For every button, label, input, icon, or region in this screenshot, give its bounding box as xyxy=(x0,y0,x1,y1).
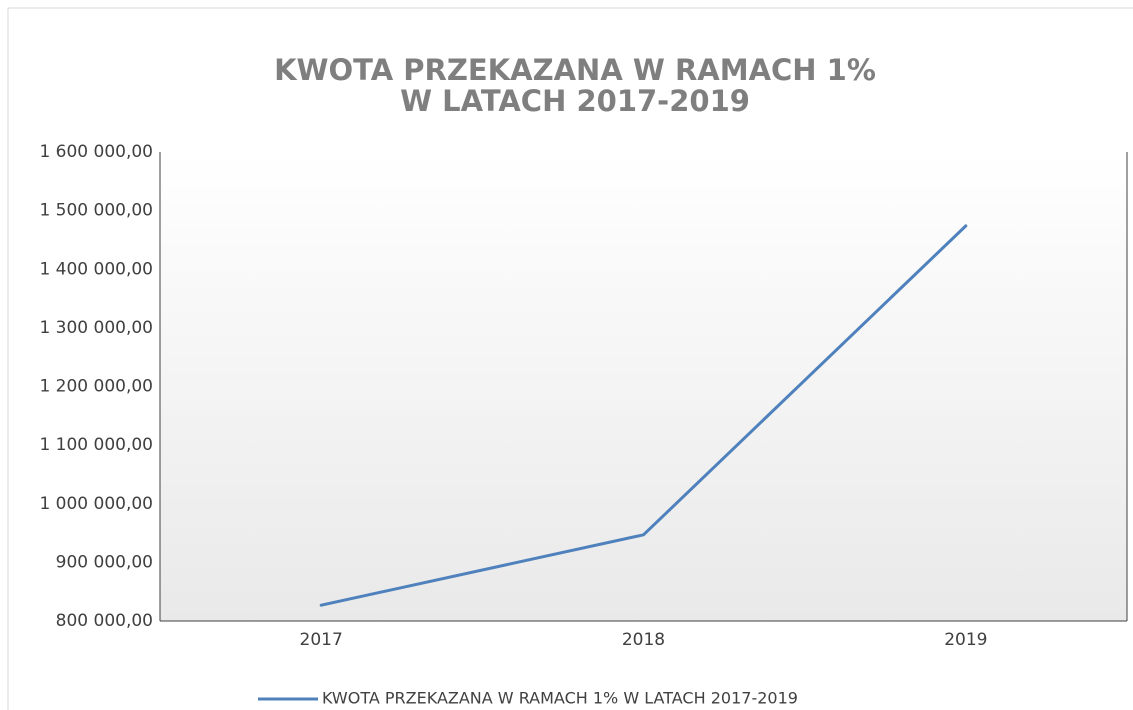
y-tick-label: 1 300 000,00 xyxy=(39,318,153,338)
y-tick-label: 1 200 000,00 xyxy=(39,377,153,397)
plot-area xyxy=(160,152,1127,621)
x-tick-label: 2019 xyxy=(944,630,987,650)
chart-title: KWOTA PRZEKAZANA W RAMACH 1% xyxy=(274,53,876,87)
y-tick-label: 1 600 000,00 xyxy=(39,142,153,162)
x-tick-label: 2018 xyxy=(622,630,665,650)
y-tick-label: 1 000 000,00 xyxy=(39,494,153,514)
y-tick-label: 1 400 000,00 xyxy=(39,259,153,279)
chart-title: W LATACH 2017-2019 xyxy=(400,84,750,118)
y-tick-label: 900 000,00 xyxy=(56,552,153,572)
y-tick-label: 1 100 000,00 xyxy=(39,435,153,455)
y-tick-label: 800 000,00 xyxy=(56,611,153,631)
x-tick-label: 2017 xyxy=(300,630,343,650)
data-line xyxy=(319,224,968,607)
legend-label: KWOTA PRZEKAZANA W RAMACH 1% W LATACH 20… xyxy=(322,689,798,708)
y-tick-label: 1 500 000,00 xyxy=(39,201,153,221)
